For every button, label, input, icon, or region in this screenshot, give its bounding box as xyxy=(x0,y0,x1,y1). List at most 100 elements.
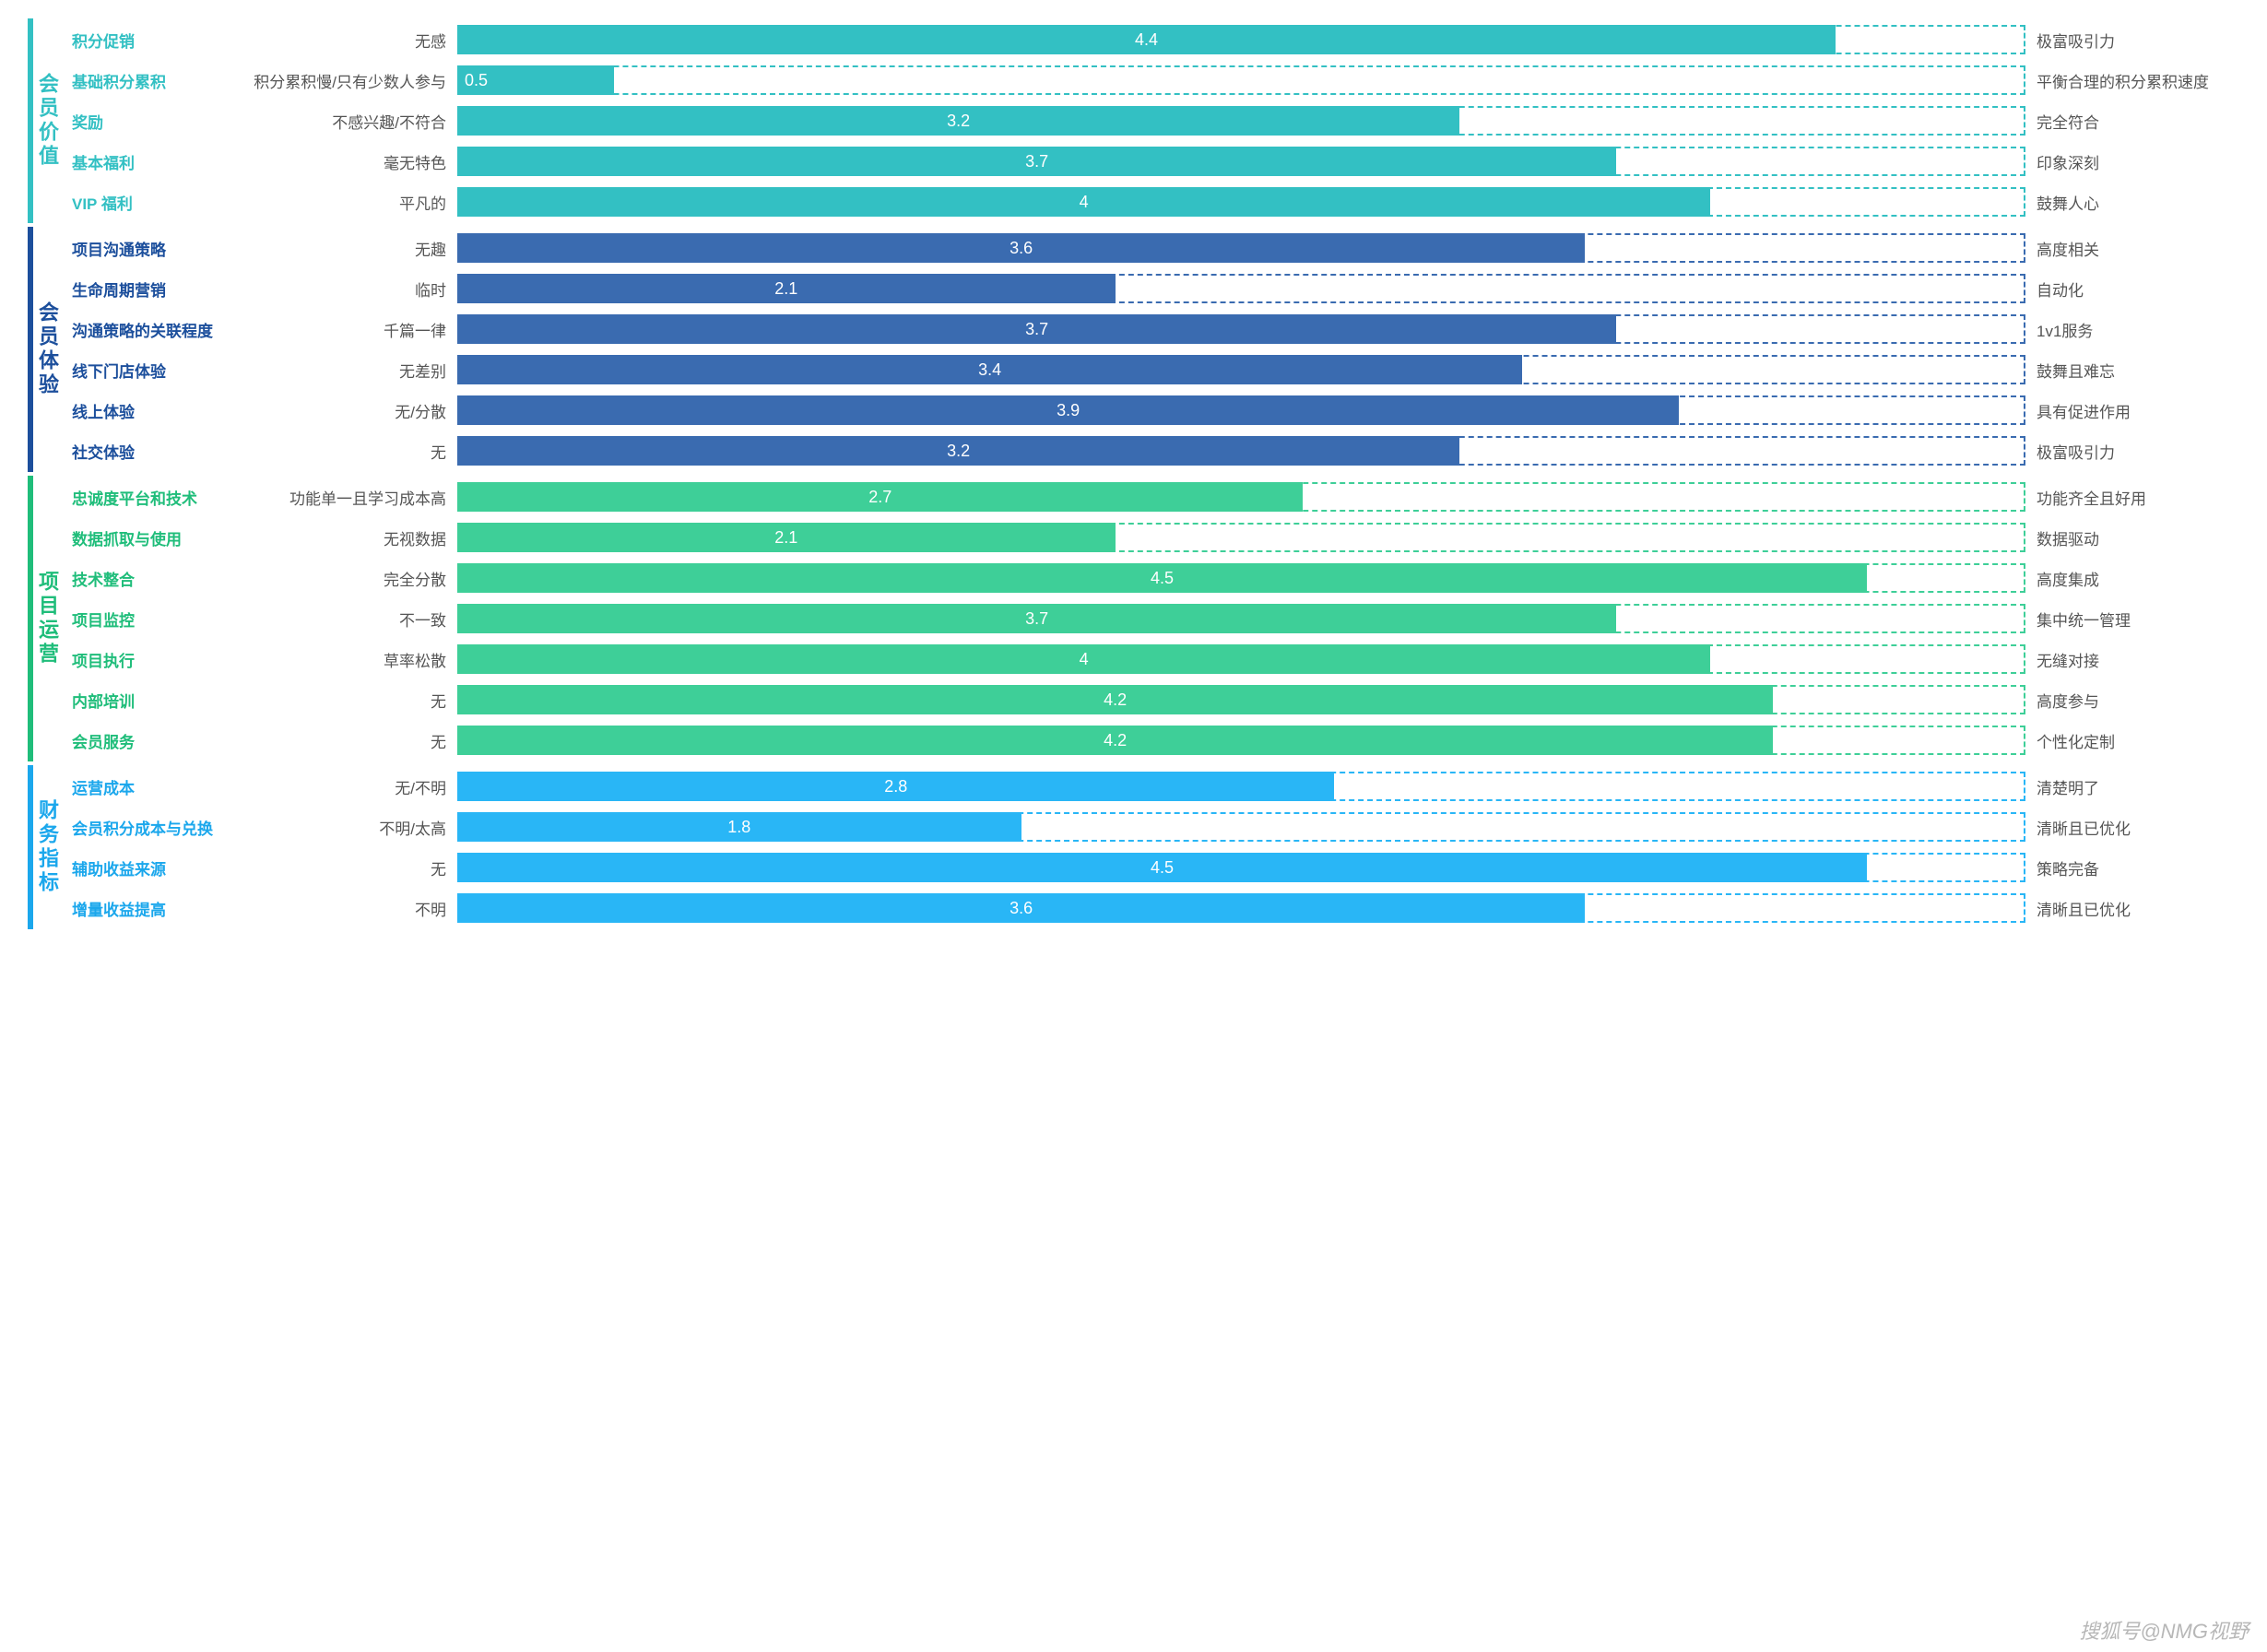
metric-name: 基本福利 xyxy=(61,150,245,173)
metric-row: 基础积分累积积分累积慢/只有少数人参与0.5平衡合理的积分累积速度 xyxy=(61,61,2239,100)
score-chart: 会员价值积分促销无感4.4极富吸引力基础积分累积积分累积慢/只有少数人参与0.5… xyxy=(28,18,2239,929)
bar-fill: 3.6 xyxy=(457,893,1585,923)
metric-row: 线下门店体验无差别3.4 鼓舞且难忘 xyxy=(61,350,2239,389)
high-end-label: 清楚明了 xyxy=(2037,775,2239,798)
bar-fill: 2.8 xyxy=(457,772,1334,801)
low-end-label: 无差别 xyxy=(245,359,457,382)
metric-row: 线上体验无/分散3.9具有促进作用 xyxy=(61,391,2239,430)
metric-name: 积分促销 xyxy=(61,29,245,52)
high-end-label: 功能齐全且好用 xyxy=(2037,486,2239,509)
low-end-label: 毫无特色 xyxy=(245,150,457,173)
bar-track: 4.2 xyxy=(457,726,2025,755)
bar-fill: 3.2 xyxy=(457,106,1459,136)
section-rows: 项目沟通策略无趣3.6高度相关生命周期营销临时2.1自动化沟通策略的关联程度千篇… xyxy=(61,227,2239,472)
bar-fill: 2.1 xyxy=(457,274,1116,303)
high-end-label: 1v1服务 xyxy=(2037,318,2239,341)
metric-row: 项目沟通策略无趣3.6 高度相关 xyxy=(61,229,2239,267)
metric-name: 社交体验 xyxy=(61,440,245,463)
metric-row: 增量收益提高不明3.6清晰且已优化 xyxy=(61,889,2239,927)
high-end-label: 印象深刻 xyxy=(2037,150,2239,173)
low-end-label: 无 xyxy=(245,729,457,752)
metric-row: 项目执行草率松散4 无缝对接 xyxy=(61,640,2239,678)
low-end-label: 不明 xyxy=(245,897,457,920)
high-end-label: 策略完备 xyxy=(2037,856,2239,879)
metric-row: 辅助收益来源无4.5 策略完备 xyxy=(61,848,2239,887)
bar-fill: 3.2 xyxy=(457,436,1459,466)
bar-fill: 4 xyxy=(457,187,1710,217)
bar-fill: 3.7 xyxy=(457,604,1616,633)
bar-fill: 4 xyxy=(457,644,1710,674)
bar-fill: 3.6 xyxy=(457,233,1585,263)
low-end-label: 完全分散 xyxy=(245,567,457,590)
low-end-label: 无 xyxy=(245,856,457,879)
bar-track: 3.9 xyxy=(457,395,2025,425)
low-end-label: 无趣 xyxy=(245,237,457,260)
metric-name: 线上体验 xyxy=(61,399,245,422)
bar-fill: 4.4 xyxy=(457,25,1836,54)
section-title: 会员价值 xyxy=(28,18,61,223)
high-end-label: 极富吸引力 xyxy=(2037,29,2239,52)
bar-fill: 1.8 xyxy=(457,812,1021,842)
high-end-label: 鼓舞且难忘 xyxy=(2037,359,2239,382)
metric-row: 沟通策略的关联程度千篇一律3.7 1v1服务 xyxy=(61,310,2239,348)
section: 会员体验项目沟通策略无趣3.6高度相关生命周期营销临时2.1自动化沟通策略的关联… xyxy=(28,227,2239,472)
high-end-label: 清晰且已优化 xyxy=(2037,897,2239,920)
high-end-label: 平衡合理的积分累积速度 xyxy=(2037,69,2239,92)
bar-track: 3.7 xyxy=(457,314,2025,344)
low-end-label: 无/不明 xyxy=(245,775,457,798)
metric-row: 社交体验无3.2极富吸引力 xyxy=(61,431,2239,470)
section-rows: 积分促销无感4.4 极富吸引力基础积分累积积分累积慢/只有少数人参与0.5平衡合理… xyxy=(61,18,2239,223)
metric-name: 项目执行 xyxy=(61,648,245,671)
high-end-label: 个性化定制 xyxy=(2037,729,2239,752)
metric-name: 生命周期营销 xyxy=(61,277,245,301)
metric-row: 忠诚度平台和技术功能单一且学习成本高2.7功能齐全且好用 xyxy=(61,478,2239,516)
bar-track: 2.1 xyxy=(457,274,2025,303)
low-end-label: 草率松散 xyxy=(245,648,457,671)
bar-fill: 2.1 xyxy=(457,523,1116,552)
bar-track: 2.8 xyxy=(457,772,2025,801)
high-end-label: 极富吸引力 xyxy=(2037,440,2239,463)
metric-row: 积分促销无感4.4 极富吸引力 xyxy=(61,20,2239,59)
low-end-label: 平凡的 xyxy=(245,191,457,214)
metric-name: 沟通策略的关联程度 xyxy=(61,318,245,341)
section: 财务指标运营成本无/不明2.8清楚明了会员积分成本与兑换不明/太高1.8清晰且已… xyxy=(28,765,2239,929)
low-end-label: 无感 xyxy=(245,29,457,52)
bar-track: 4 xyxy=(457,644,2025,674)
high-end-label: 鼓舞人心 xyxy=(2037,191,2239,214)
metric-name: 数据抓取与使用 xyxy=(61,526,245,549)
metric-row: 数据抓取与使用无视数据2.1数据驱动 xyxy=(61,518,2239,557)
metric-row: 技术整合完全分散4.5高度集成 xyxy=(61,559,2239,597)
metric-name: 运营成本 xyxy=(61,775,245,798)
metric-name: 忠诚度平台和技术 xyxy=(61,486,245,509)
bar-track: 3.4 xyxy=(457,355,2025,384)
bar-track: 4.5 xyxy=(457,853,2025,882)
metric-name: 基础积分累积 xyxy=(61,69,245,92)
bar-track: 3.6 xyxy=(457,893,2025,923)
bar-track: 2.1 xyxy=(457,523,2025,552)
metric-name: 项目沟通策略 xyxy=(61,237,245,260)
metric-name: 内部培训 xyxy=(61,689,245,712)
section-rows: 忠诚度平台和技术功能单一且学习成本高2.7功能齐全且好用数据抓取与使用无视数据2… xyxy=(61,476,2239,761)
high-end-label: 无缝对接 xyxy=(2037,648,2239,671)
bar-fill: 3.7 xyxy=(457,147,1616,176)
section-rows: 运营成本无/不明2.8清楚明了会员积分成本与兑换不明/太高1.8清晰且已优化辅助… xyxy=(61,765,2239,929)
metric-row: 奖励不感兴趣/不符合3.2完全符合 xyxy=(61,101,2239,140)
metric-row: 会员服务无4.2 个性化定制 xyxy=(61,721,2239,760)
section-title: 会员体验 xyxy=(28,227,61,472)
high-end-label: 高度集成 xyxy=(2037,567,2239,590)
metric-name: 会员服务 xyxy=(61,729,245,752)
low-end-label: 不一致 xyxy=(245,608,457,631)
metric-name: 线下门店体验 xyxy=(61,359,245,382)
metric-row: 生命周期营销临时2.1自动化 xyxy=(61,269,2239,308)
low-end-label: 千篇一律 xyxy=(245,318,457,341)
bar-fill: 4.5 xyxy=(457,853,1867,882)
metric-name: 辅助收益来源 xyxy=(61,856,245,879)
high-end-label: 高度相关 xyxy=(2037,237,2239,260)
bar-track: 3.2 xyxy=(457,106,2025,136)
bar-track: 4 xyxy=(457,187,2025,217)
high-end-label: 具有促进作用 xyxy=(2037,399,2239,422)
bar-track: 4.5 xyxy=(457,563,2025,593)
high-end-label: 集中统一管理 xyxy=(2037,608,2239,631)
low-end-label: 不感兴趣/不符合 xyxy=(245,110,457,133)
low-end-label: 功能单一且学习成本高 xyxy=(245,486,457,509)
